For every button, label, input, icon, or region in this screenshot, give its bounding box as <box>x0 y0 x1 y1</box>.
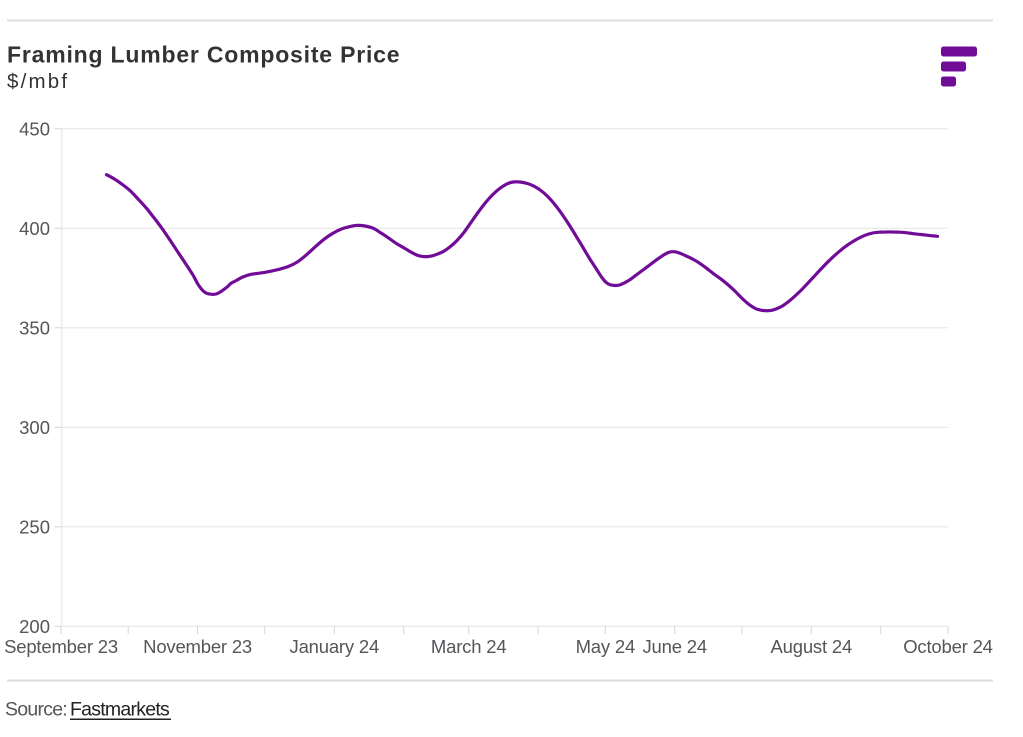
svg-text:350: 350 <box>19 317 50 338</box>
svg-text:300: 300 <box>19 417 50 438</box>
svg-text:Source:: Source: <box>5 699 67 721</box>
svg-text:450: 450 <box>19 118 50 139</box>
svg-text:May 24: May 24 <box>576 636 635 657</box>
svg-text:200: 200 <box>19 616 50 637</box>
svg-text:$/mbf: $/mbf <box>7 70 69 93</box>
svg-text:Framing Lumber Composite Price: Framing Lumber Composite Price <box>7 42 400 68</box>
svg-text:400: 400 <box>19 218 50 239</box>
svg-text:250: 250 <box>19 516 50 537</box>
svg-text:October 24: October 24 <box>903 636 993 657</box>
svg-text:January 24: January 24 <box>290 636 380 657</box>
svg-text:March 24: March 24 <box>431 636 507 657</box>
svg-text:September 23: September 23 <box>4 636 118 657</box>
svg-text:August 24: August 24 <box>771 636 853 657</box>
svg-text:November 23: November 23 <box>143 636 252 657</box>
svg-text:Fastmarkets: Fastmarkets <box>70 699 170 721</box>
svg-text:June 24: June 24 <box>642 636 706 657</box>
